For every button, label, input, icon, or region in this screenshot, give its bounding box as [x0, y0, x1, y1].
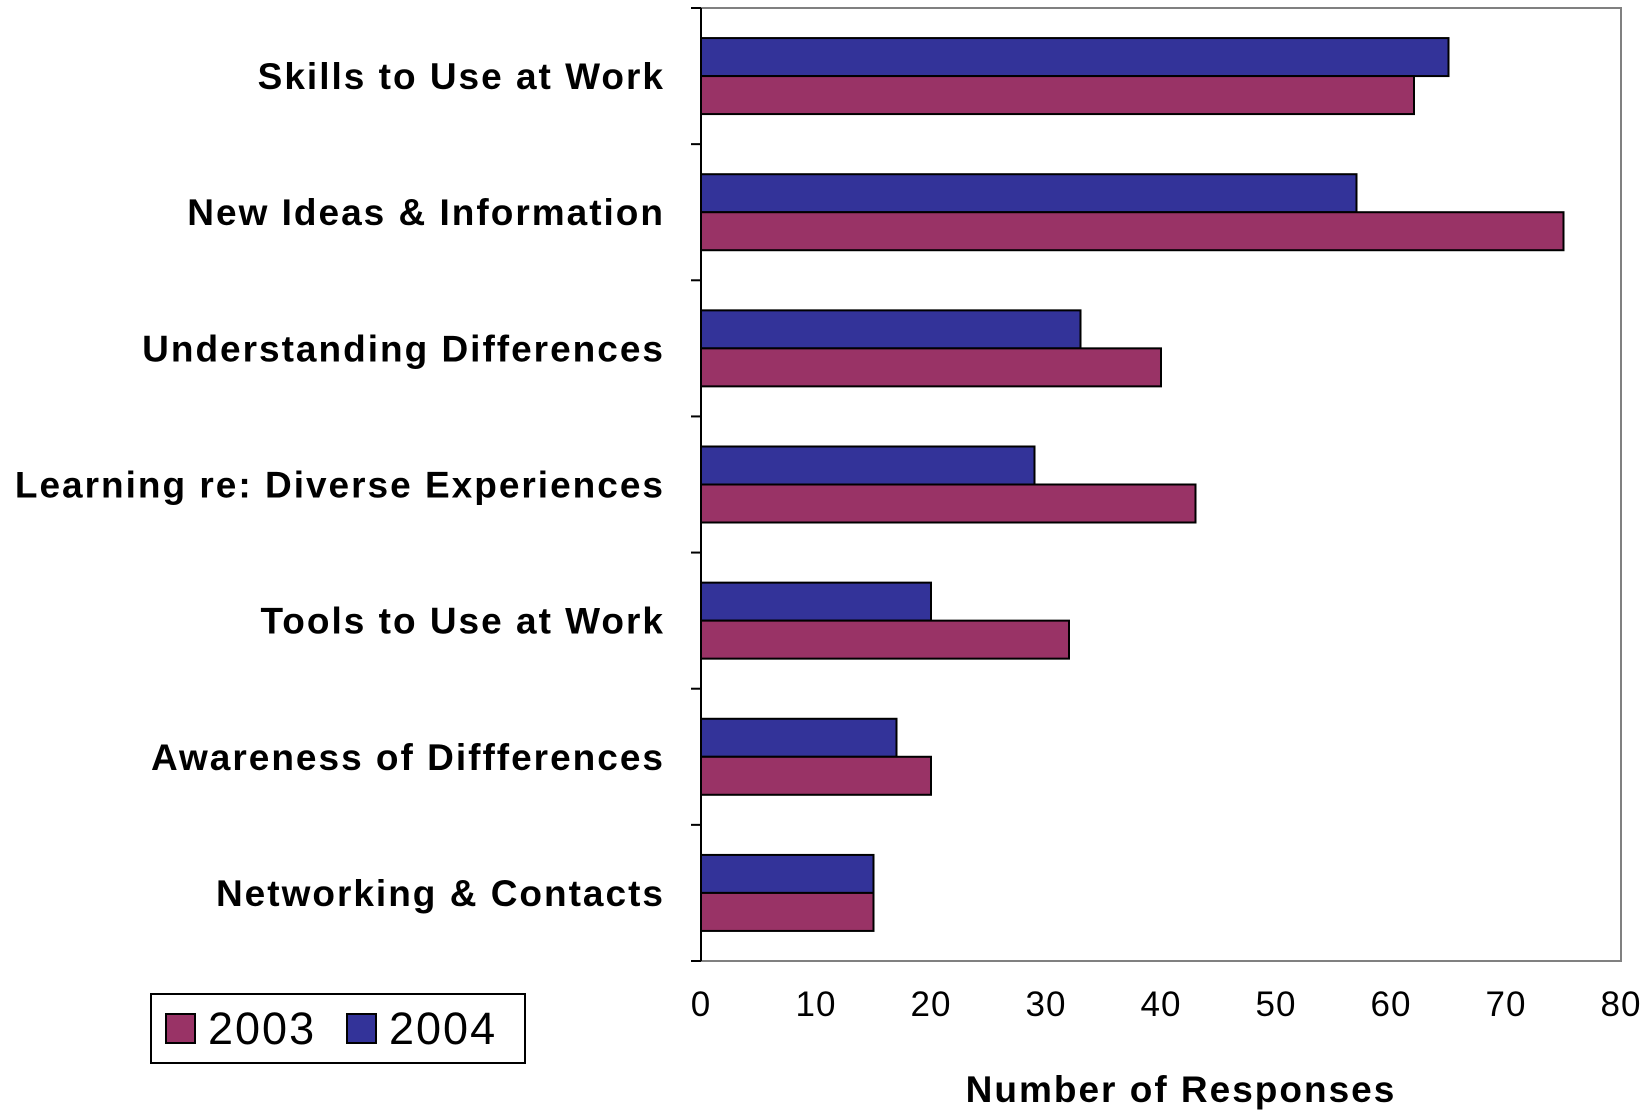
x-tick-label: 20	[911, 985, 952, 1024]
bar-2004-6	[700, 853, 875, 894]
bar-2004-1	[700, 173, 1358, 214]
x-tick-label: 30	[1026, 985, 1067, 1024]
x-axis-title: Number of Responses	[966, 1069, 1397, 1110]
bar-2003-1	[700, 211, 1565, 252]
x-tick-label: 60	[1371, 985, 1412, 1024]
bar-2004-4	[700, 581, 932, 622]
category-label: Tools to Use at Work	[260, 601, 665, 642]
x-tick-label: 40	[1141, 985, 1182, 1024]
x-tick-label: 10	[796, 985, 837, 1024]
category-label: New Ideas & Information	[187, 192, 665, 233]
category-label: Awareness of Diffferences	[151, 737, 665, 778]
bar-2003-2	[700, 347, 1162, 388]
bar-2003-6	[700, 891, 875, 932]
legend: 2003 2004	[150, 993, 526, 1064]
legend-label-2004: 2004	[389, 1003, 497, 1054]
bar-2004-0	[700, 37, 1450, 78]
bar-2004-5	[700, 717, 898, 758]
x-tick-label: 50	[1256, 985, 1297, 1024]
category-label: Understanding Differences	[142, 328, 665, 369]
bars	[700, 37, 1565, 932]
x-axis-ticks: 0 10 20 30 40 50 60 70 80	[691, 985, 1642, 1024]
x-tick-label: 0	[691, 985, 711, 1024]
category-label: Networking & Contacts	[216, 873, 665, 914]
legend-label-2003: 2003	[208, 1003, 316, 1054]
x-tick-label: 80	[1601, 985, 1642, 1024]
bar-2003-4	[700, 619, 1070, 660]
bar-2004-3	[700, 445, 1036, 486]
legend-swatch-2004	[346, 1013, 377, 1044]
bar-2003-5	[700, 755, 932, 796]
legend-swatch-2003	[165, 1013, 196, 1044]
category-labels: Skills to Use at Work New Ideas & Informa…	[15, 56, 665, 914]
bar-2003-3	[700, 483, 1197, 524]
category-label: Skills to Use at Work	[258, 56, 665, 97]
category-label: Learning re: Diverse Experiences	[15, 465, 665, 506]
legend-box	[150, 993, 526, 1064]
bar-2003-0	[700, 75, 1415, 116]
bar-2004-2	[700, 309, 1082, 350]
x-tick-label: 70	[1486, 985, 1527, 1024]
